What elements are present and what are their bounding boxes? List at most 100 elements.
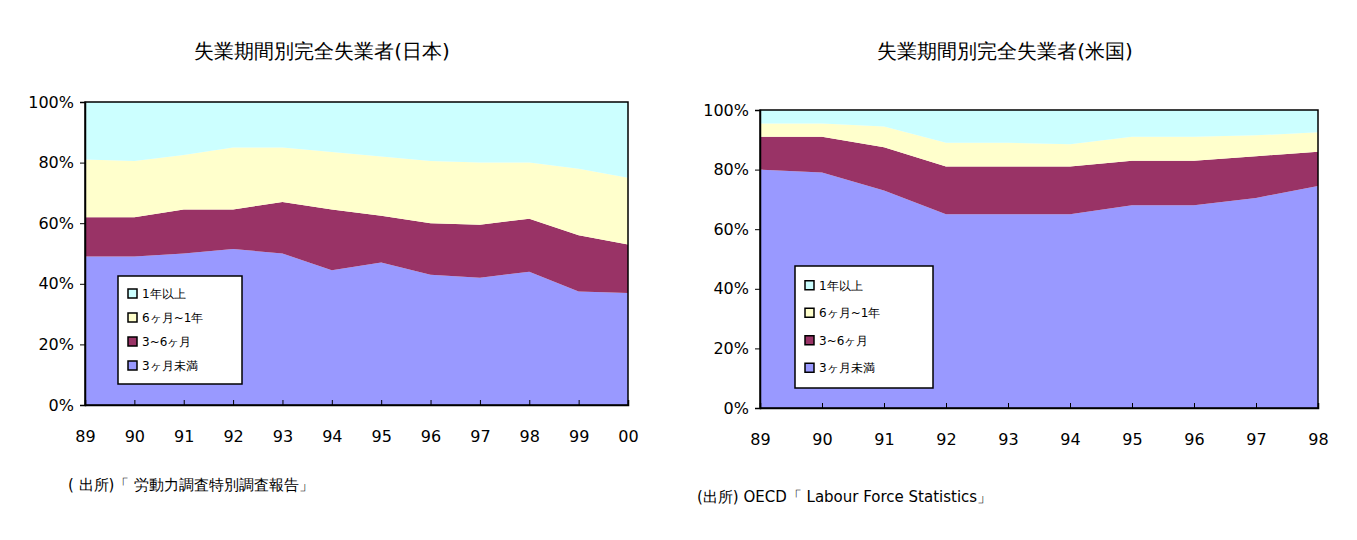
- tick-mark: [381, 400, 382, 405]
- tick: 91: [874, 403, 894, 449]
- tick-mark: [332, 400, 333, 405]
- axis-line: [761, 403, 1319, 409]
- legend: 1年以上6ヶ月~1年3~6ヶ月3ヶ月未満: [118, 276, 242, 384]
- tick-label: 96: [421, 427, 441, 446]
- tick: 98: [520, 400, 540, 446]
- tick-mark: [480, 400, 481, 405]
- tick-mark: [1070, 403, 1071, 408]
- tick-mark: [282, 400, 283, 405]
- tick-mark: [233, 400, 234, 405]
- legend-box: [118, 276, 242, 384]
- tick-label: 93: [998, 430, 1018, 449]
- tick-mark: [884, 403, 885, 408]
- tick: 95: [1122, 403, 1142, 449]
- y-axis: 0% 20% 40% 60% 80% 100%: [28, 93, 85, 415]
- source: (出所) OECD「 Labour Force Statistics」: [697, 488, 992, 506]
- legend-swatch: [128, 337, 137, 346]
- tick: 95: [372, 400, 392, 446]
- axis-line: [755, 111, 761, 409]
- tick: 60%: [38, 214, 85, 233]
- tick-label: 99: [569, 427, 589, 446]
- tick-mark: [184, 400, 185, 405]
- tick-mark: [1008, 403, 1009, 408]
- tick: 90: [125, 400, 145, 446]
- tick: 94: [1060, 403, 1080, 449]
- tick-label: 91: [874, 430, 894, 449]
- x-axis: 89909192939495969798: [750, 403, 1328, 449]
- tick-label: 98: [1308, 430, 1328, 449]
- tick: 80%: [713, 160, 760, 179]
- tick: 99: [569, 400, 589, 446]
- tick-label: 40%: [713, 279, 749, 298]
- tick: 20%: [38, 335, 85, 354]
- tick-label: 93: [273, 427, 293, 446]
- tick-mark: [80, 344, 85, 345]
- tick-mark: [755, 229, 760, 230]
- source: ( 出所)「 労動力調査特別調査報告」: [68, 476, 314, 494]
- legend-label: 6ヶ月~1年: [142, 311, 203, 325]
- tick-label: 95: [372, 427, 392, 446]
- tick-mark: [1256, 403, 1257, 408]
- tick-mark: [628, 400, 629, 405]
- tick-label: 80%: [38, 153, 74, 172]
- plot-frame: [760, 110, 1318, 408]
- tick-mark: [760, 403, 761, 408]
- tick: 96: [1184, 403, 1204, 449]
- y-axis: 0%20%40%60%80%100%: [703, 101, 760, 418]
- tick-mark: [80, 284, 85, 285]
- title: 失業期間別完全失業者(米国): [877, 39, 1133, 63]
- tick: 100%: [28, 93, 85, 112]
- tick-label: 80%: [713, 160, 749, 179]
- title: 失業期間別完全失業者(日本): [194, 39, 450, 63]
- tick: 93: [273, 400, 293, 446]
- axis-line: [80, 103, 86, 406]
- tick-label: 94: [1060, 430, 1080, 449]
- tick-label: 94: [322, 427, 342, 446]
- legend: 1年以上6ヶ月~1年3~6ヶ月3ヶ月未満: [795, 266, 933, 388]
- tick: 20%: [713, 339, 760, 358]
- legend-swatch: [805, 336, 814, 345]
- tick-label: 89: [750, 430, 770, 449]
- tick-mark: [80, 102, 85, 103]
- tick: 94: [322, 400, 342, 446]
- legend-swatch: [805, 281, 814, 290]
- legend-label: 1年以上: [819, 279, 863, 293]
- tick-label: 92: [223, 427, 243, 446]
- area: [760, 110, 1318, 144]
- tick-label: 60%: [38, 214, 74, 233]
- tick-label: 97: [470, 427, 490, 446]
- tick-mark: [529, 400, 530, 405]
- tick-label: 60%: [713, 220, 749, 239]
- tick: 60%: [713, 220, 760, 239]
- plot-area: [85, 102, 628, 405]
- axis-line: [86, 400, 629, 406]
- tick: 89: [750, 403, 770, 449]
- tick-mark: [431, 400, 432, 405]
- tick-label: 98: [520, 427, 540, 446]
- x-axis: 899091929394959697989900: [75, 400, 638, 446]
- page: 0% 20% 40% 60% 80% 100% 89 90 91 92 93 94 95 96 97 98 99…: [0, 0, 1357, 540]
- tick: 40%: [713, 279, 760, 298]
- tick: 92: [936, 403, 956, 449]
- tick-mark: [80, 223, 85, 224]
- tick: 92: [223, 400, 243, 446]
- tick-mark: [946, 403, 947, 408]
- tick-label: 0%: [49, 396, 74, 415]
- legend-label: 3ヶ月未満: [142, 359, 198, 373]
- legend-box: [795, 266, 933, 388]
- tick-mark: [1318, 403, 1319, 408]
- tick-label: 100%: [28, 93, 74, 112]
- tick: 97: [470, 400, 490, 446]
- tick: 98: [1308, 403, 1328, 449]
- tick-mark: [822, 403, 823, 408]
- tick: 93: [998, 403, 1018, 449]
- tick: 0%: [724, 399, 760, 418]
- tick: 80%: [38, 153, 85, 172]
- tick-mark: [80, 405, 85, 406]
- legend-label: 3~6ヶ月: [142, 335, 191, 349]
- tick: 89: [75, 400, 95, 446]
- area: [85, 102, 628, 178]
- tick: 96: [421, 400, 441, 446]
- tick: 40%: [38, 274, 85, 293]
- tick: 91: [174, 400, 194, 446]
